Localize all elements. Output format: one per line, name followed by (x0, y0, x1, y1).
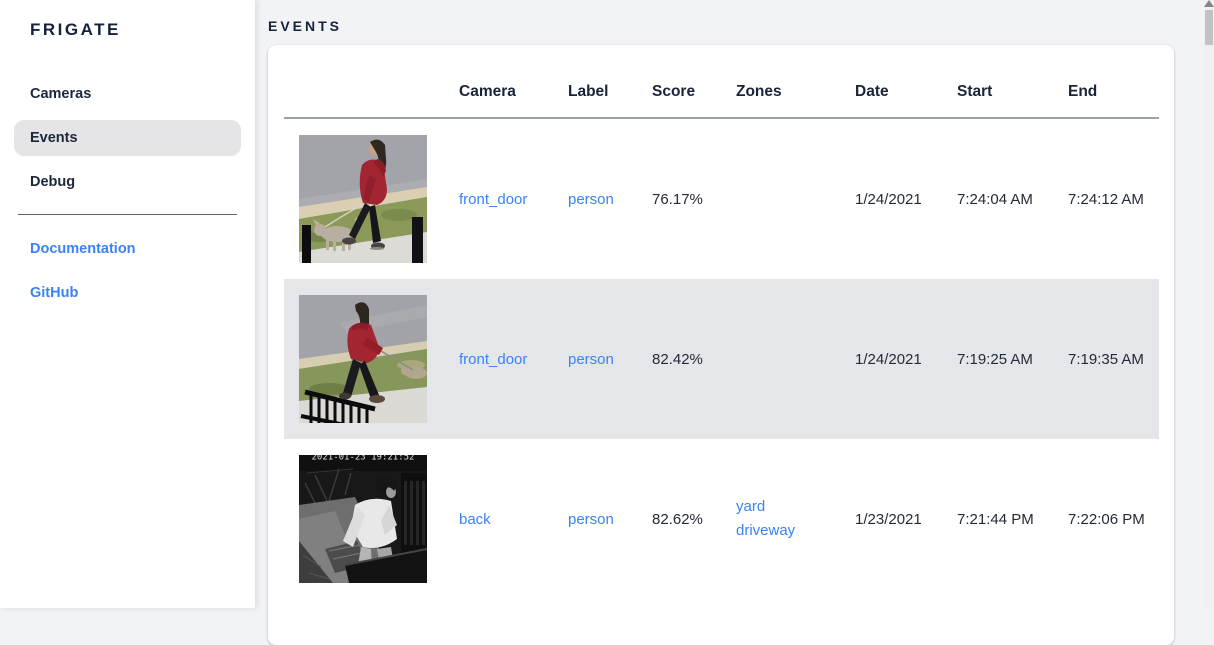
zone-link[interactable]: yard (736, 498, 766, 515)
end-time: 7:19:35 AM (1068, 350, 1144, 368)
main-content: EVENTS Camera Label Score Zones Date Sta… (255, 0, 1214, 645)
sidebar-item-cameras[interactable]: Cameras (14, 76, 241, 112)
column-header-thumbnail (284, 101, 459, 117)
column-header-end: End (1068, 83, 1098, 100)
event-thumbnail: 2021-01-23 19:21:52 (299, 455, 427, 583)
column-header-start: Start (957, 83, 993, 100)
sidebar-link-github[interactable]: GitHub (14, 275, 241, 311)
camera-link[interactable]: front_door (459, 350, 528, 368)
event-thumbnail (299, 295, 427, 423)
score-value: 82.62% (652, 510, 703, 528)
scrollbar-thumb[interactable] (1205, 10, 1213, 45)
column-header-score: Score (652, 83, 696, 100)
thumbnail-cell (284, 295, 459, 423)
page-title: EVENTS (268, 18, 343, 34)
label-link[interactable]: person (568, 350, 614, 368)
start-time: 7:19:25 AM (957, 350, 1033, 368)
sidebar-item-label: Events (30, 130, 78, 146)
event-thumbnail (299, 135, 427, 263)
sidebar-link-documentation[interactable]: Documentation (14, 231, 241, 267)
sidebar-item-debug[interactable]: Debug (14, 164, 241, 200)
sidebar-item-events[interactable]: Events (14, 120, 241, 156)
sidebar-item-label: Cameras (30, 86, 92, 102)
score-value: 82.42% (652, 350, 703, 368)
column-header-date: Date (855, 83, 889, 100)
sidebar: FRIGATE Cameras Events Debug Documentati… (0, 0, 255, 608)
sidebar-link-label: GitHub (30, 285, 79, 301)
column-header-camera: Camera (459, 83, 516, 100)
camera-link[interactable]: front_door (459, 190, 528, 208)
date-value: 1/24/2021 (855, 190, 922, 208)
label-link[interactable]: person (568, 510, 614, 528)
thumbnail-cell (284, 135, 459, 263)
scrollbar-up-arrow-icon[interactable] (1204, 0, 1214, 7)
events-card: Camera Label Score Zones Date Start End (268, 45, 1174, 645)
end-time: 7:24:12 AM (1068, 190, 1144, 208)
score-value: 76.17% (652, 190, 703, 208)
start-time: 7:21:44 PM (957, 510, 1034, 528)
zone-link[interactable]: driveway (736, 522, 796, 539)
thumbnail-cell: 2021-01-23 19:21:52 (284, 455, 459, 583)
column-header-label: Label (568, 83, 609, 100)
table-row: front_door person 76.17% 1/24/2021 7:24:… (284, 119, 1159, 279)
end-time: 7:22:06 PM (1068, 510, 1145, 528)
table-row: 2021-01-23 19:21:52 back person 82.62% y… (284, 439, 1159, 599)
table-row: front_door person 82.42% 1/24/2021 7:19:… (284, 279, 1159, 439)
sidebar-nav: Cameras Events Debug Documentation GitHu… (14, 76, 241, 311)
camera-link[interactable]: back (459, 510, 491, 528)
thumbnail-timestamp: 2021-01-23 19:21:52 (312, 455, 415, 463)
sidebar-item-label: Debug (30, 174, 76, 190)
date-value: 1/23/2021 (855, 510, 922, 528)
sidebar-divider (18, 214, 237, 215)
column-header-zones: Zones (736, 83, 782, 100)
app-logo: FRIGATE (30, 20, 121, 39)
zones-cell: yard driveway (736, 495, 855, 543)
events-table-header: Camera Label Score Zones Date Start End (284, 45, 1159, 119)
vertical-scrollbar[interactable] (1204, 0, 1214, 608)
start-time: 7:24:04 AM (957, 190, 1033, 208)
sidebar-link-label: Documentation (30, 241, 136, 257)
label-link[interactable]: person (568, 190, 614, 208)
date-value: 1/24/2021 (855, 350, 922, 368)
